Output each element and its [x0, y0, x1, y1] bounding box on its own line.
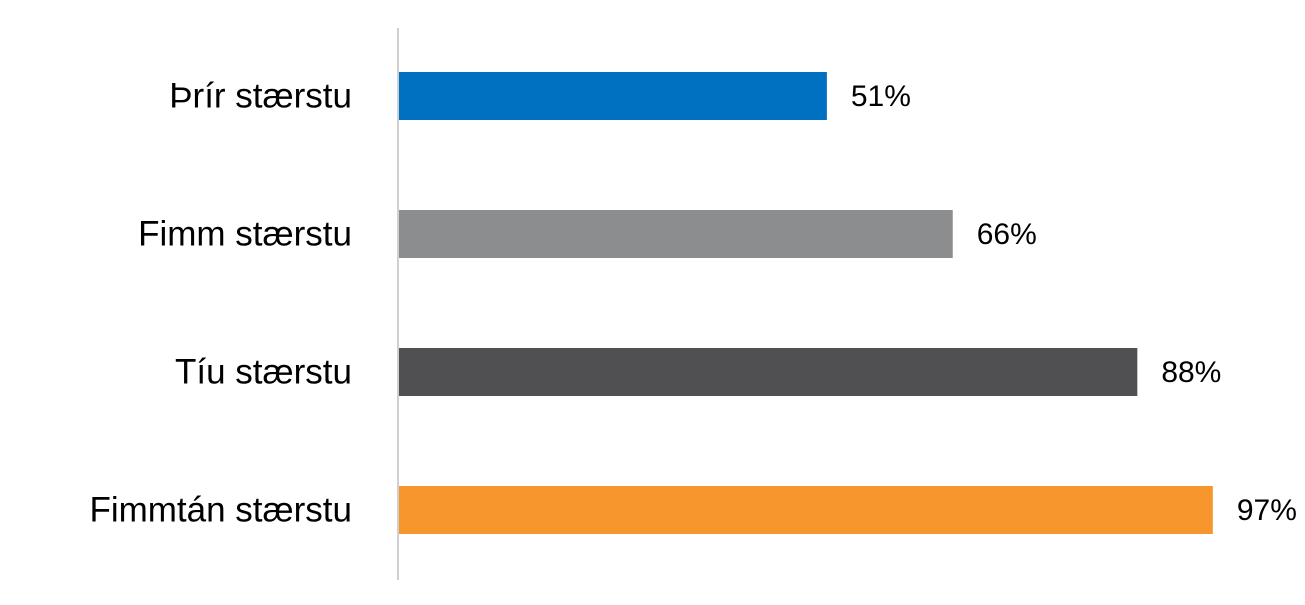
bar: [399, 72, 827, 120]
bar: [399, 486, 1213, 534]
value-label: 51%: [851, 80, 911, 113]
bar: [399, 348, 1138, 396]
bar: [399, 210, 953, 258]
category-label: Fimm stærstu: [138, 214, 352, 253]
value-label: 88%: [1161, 356, 1221, 389]
category-label: Fimmtán stærstu: [89, 490, 352, 529]
category-label: Tíu stærstu: [175, 352, 352, 391]
value-label: 66%: [977, 218, 1037, 251]
value-label: 97%: [1237, 494, 1297, 527]
category-label: Þrír stærstu: [169, 76, 352, 115]
